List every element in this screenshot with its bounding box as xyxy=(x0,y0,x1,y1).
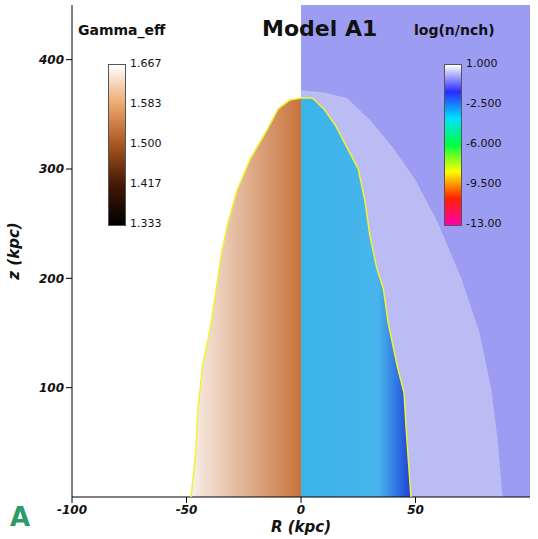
html-text:log(n/nch): log(n/nch) xyxy=(414,22,495,38)
html-text:Model A1: Model A1 xyxy=(262,16,378,41)
html-text:1.333: 1.333 xyxy=(130,217,162,230)
html-text:Gamma_eff: Gamma_eff xyxy=(78,22,166,38)
html-text:-13.00: -13.00 xyxy=(466,217,502,230)
svg-text:-100: -100 xyxy=(57,503,87,517)
svg-text:400: 400 xyxy=(38,53,64,67)
svg-text:R (kpc): R (kpc) xyxy=(271,518,331,536)
html-text:1.417: 1.417 xyxy=(130,176,162,190)
html-text:-9.500: -9.500 xyxy=(466,177,502,190)
html-text:-6.000: -6.000 xyxy=(466,137,502,150)
html-text:1.000: 1.000 xyxy=(466,57,498,70)
html-text:1.500: 1.500 xyxy=(130,137,162,150)
html-text:A: A xyxy=(10,502,31,532)
svg-text:300: 300 xyxy=(39,162,64,176)
svg-text:200: 200 xyxy=(39,272,64,286)
svg-text:0: 0 xyxy=(297,503,305,517)
html-text:1.667: 1.667 xyxy=(130,57,162,70)
html-text:1.583: 1.583 xyxy=(130,97,162,111)
svg-text:100: 100 xyxy=(39,381,64,395)
svg-text:50: 50 xyxy=(407,503,424,517)
svg-text:-50: -50 xyxy=(176,503,198,517)
html-text:-2.500: -2.500 xyxy=(466,97,502,110)
svg-text:z (kpc): z (kpc) xyxy=(5,222,23,280)
